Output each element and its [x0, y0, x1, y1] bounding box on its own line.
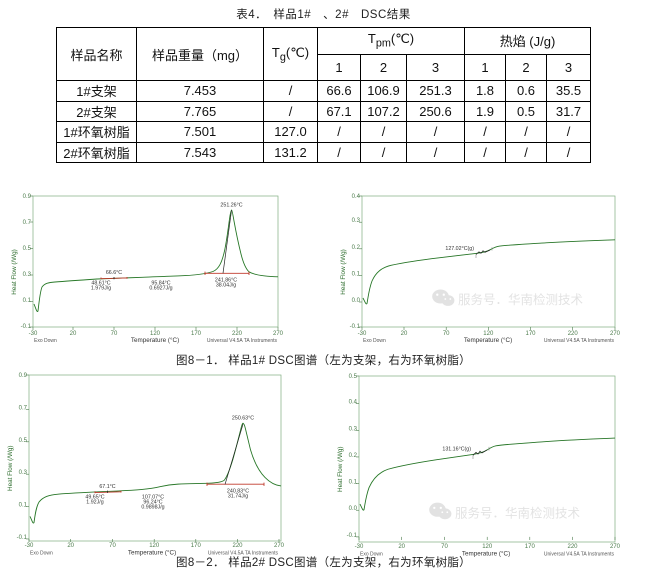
svg-text:0.1: 0.1	[19, 503, 28, 509]
svg-text:170: 170	[191, 331, 202, 337]
svg-text:Universal V4.5A TA Instruments: Universal V4.5A TA Instruments	[544, 338, 615, 344]
svg-text:Universal V4.5A TA Instruments: Universal V4.5A TA Instruments	[207, 338, 278, 344]
svg-text:-0.1: -0.1	[17, 535, 28, 541]
svg-text:0.4: 0.4	[349, 400, 358, 406]
svg-text:-30: -30	[25, 543, 34, 549]
svg-text:170: 170	[525, 544, 536, 550]
svg-text:220: 220	[567, 544, 578, 550]
svg-text:67.1°C: 67.1°C	[99, 484, 115, 490]
svg-text:0.3: 0.3	[352, 218, 361, 224]
svg-text:220: 220	[232, 331, 243, 337]
svg-text:127.02°C(g): 127.02°C(g)	[445, 246, 474, 252]
svg-text:服务号．华南检测技术: 服务号．华南检测技术	[458, 292, 584, 307]
svg-text:-30: -30	[355, 544, 364, 550]
svg-text:220: 220	[232, 543, 243, 549]
svg-text:-0.1: -0.1	[347, 533, 358, 539]
svg-text:0.7: 0.7	[23, 220, 32, 226]
svg-text:0.1: 0.1	[23, 298, 32, 304]
svg-text:170: 170	[191, 543, 202, 549]
svg-text:31.74J/g: 31.74J/g	[228, 493, 248, 499]
svg-text:270: 270	[610, 331, 620, 337]
svg-text:70: 70	[109, 543, 116, 549]
svg-text:0.5: 0.5	[19, 438, 28, 444]
svg-text:-30: -30	[358, 331, 367, 337]
svg-text:170: 170	[525, 331, 536, 337]
svg-text:1.979J/g: 1.979J/g	[91, 286, 111, 292]
svg-text:Heat Flow (/Wg): Heat Flow (/Wg)	[340, 249, 347, 294]
svg-text:70: 70	[111, 331, 118, 337]
svg-text:Temperature (°C): Temperature (°C)	[131, 336, 179, 344]
svg-text:0.0: 0.0	[352, 298, 361, 304]
svg-text:270: 270	[273, 331, 284, 337]
svg-text:131.16°C(g): 131.16°C(g)	[442, 447, 471, 453]
svg-text:0.9: 0.9	[23, 194, 32, 200]
svg-text:70: 70	[443, 331, 450, 337]
svg-text:0.5: 0.5	[23, 246, 32, 252]
svg-text:0.2: 0.2	[349, 453, 358, 459]
svg-text:0.0: 0.0	[349, 506, 358, 512]
svg-text:Heat Flow (/Wg): Heat Flow (/Wg)	[11, 249, 18, 294]
svg-text:120: 120	[149, 543, 160, 549]
svg-text:20: 20	[398, 544, 405, 550]
svg-text:Exo Down: Exo Down	[363, 338, 386, 344]
svg-text:1.92J/g: 1.92J/g	[86, 500, 103, 506]
svg-text:0.6927J/g: 0.6927J/g	[149, 286, 172, 292]
svg-text:250.63°C: 250.63°C	[232, 416, 254, 422]
svg-text:-30: -30	[29, 331, 38, 337]
svg-text:120: 120	[482, 544, 493, 550]
svg-text:0.3: 0.3	[349, 426, 358, 432]
svg-text:0.5: 0.5	[349, 374, 358, 380]
svg-text:0.1: 0.1	[349, 480, 358, 486]
svg-text:0.2: 0.2	[352, 245, 361, 251]
svg-text:0.4: 0.4	[352, 194, 361, 200]
svg-text:20: 20	[70, 331, 77, 337]
svg-text:70: 70	[441, 544, 448, 550]
svg-text:0.3: 0.3	[19, 470, 28, 476]
svg-text:251.26°C: 251.26°C	[220, 203, 242, 209]
svg-text:270: 270	[274, 543, 285, 549]
svg-text:220: 220	[568, 331, 579, 337]
svg-text:0.7: 0.7	[19, 405, 28, 411]
svg-text:Heat Flow (/Wg): Heat Flow (/Wg)	[7, 446, 14, 491]
svg-text:0.1: 0.1	[352, 271, 361, 277]
svg-text:0.9: 0.9	[19, 373, 28, 379]
svg-text:Exo Down: Exo Down	[34, 338, 57, 344]
svg-text:服务号．华南检测技术: 服务号．华南检测技术	[455, 505, 581, 520]
svg-text:270: 270	[610, 544, 620, 550]
svg-text:0.9898J/g: 0.9898J/g	[141, 505, 164, 511]
svg-text:Temperature (°C): Temperature (°C)	[464, 336, 512, 344]
svg-text:66.6°C: 66.6°C	[106, 270, 122, 276]
svg-text:20: 20	[67, 543, 74, 549]
svg-text:Heat Flow (/Wg): Heat Flow (/Wg)	[337, 447, 344, 492]
svg-text:38.04J/g: 38.04J/g	[216, 283, 236, 289]
svg-text:20: 20	[401, 331, 408, 337]
